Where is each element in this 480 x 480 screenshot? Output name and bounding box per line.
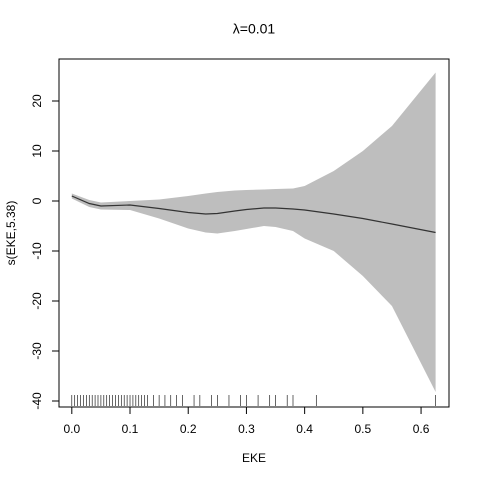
x-tick-label: 0.2 [180, 422, 197, 436]
y-tick-label: -30 [30, 342, 44, 360]
confidence-band [71, 72, 436, 392]
x-tick-label: 0.6 [413, 422, 430, 436]
y-tick-label: 20 [30, 94, 44, 108]
y-axis-label: s(EKE,5.38) [4, 201, 18, 266]
chart-title: λ=0.01 [233, 21, 276, 37]
x-tick-label: 0.3 [238, 422, 255, 436]
x-tick-label: 0.1 [122, 422, 139, 436]
x-tick-label: 0.0 [63, 422, 80, 436]
y-tick-label: -10 [30, 242, 44, 260]
y-tick-label: -40 [30, 392, 44, 410]
x-tick-label: 0.4 [296, 422, 313, 436]
y-tick-label: 10 [30, 144, 44, 158]
y-tick-label: 0 [30, 197, 44, 204]
fit-line [71, 195, 436, 234]
y-tick-label: -20 [30, 292, 44, 310]
x-tick-label: 0.5 [355, 422, 372, 436]
x-axis-label: EKE [242, 451, 266, 465]
